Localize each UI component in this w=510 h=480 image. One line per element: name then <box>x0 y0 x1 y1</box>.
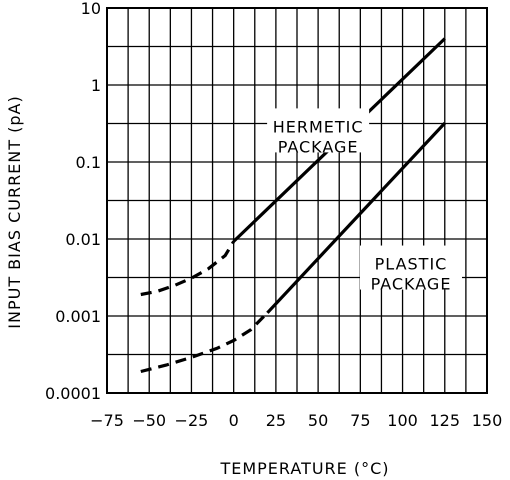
y-tick-label: 0.1 <box>76 153 101 172</box>
series-1-dashed-line <box>140 311 269 374</box>
x-tick-label: 50 <box>308 411 328 430</box>
x-tick-label: 75 <box>350 411 370 430</box>
curves <box>140 37 446 374</box>
series-0-dashed-line <box>140 240 236 297</box>
x-tick-labels: −75 −50 −25 0 25 50 75 100 125 150 <box>90 411 502 430</box>
x-tick-label: 0 <box>229 411 239 430</box>
y-tick-label: 0.001 <box>55 307 101 326</box>
y-tick-label: 0.01 <box>65 230 101 249</box>
y-tick-labels: 0.0001 0.001 0.01 0.1 1 10 <box>45 0 101 403</box>
y-tick-label: 10 <box>81 0 101 18</box>
y-tick-label: 1 <box>91 76 101 95</box>
annotation-0-line-0: HERMETIC <box>273 117 364 136</box>
y-tick-label: 0.0001 <box>45 384 101 403</box>
x-tick-label: −75 <box>90 411 124 430</box>
x-tick-label: −50 <box>132 411 166 430</box>
y-axis-label: INPUT BIAS CURRENT (pA) <box>5 95 24 328</box>
x-axis-label: TEMPERATURE (°C) <box>219 459 389 478</box>
annotation-background <box>267 108 370 153</box>
plot-frame <box>106 7 488 394</box>
grid <box>106 7 488 394</box>
x-tick-label: 125 <box>430 411 461 430</box>
series-1-solid-line <box>266 122 446 314</box>
x-tick-label: 25 <box>266 411 286 430</box>
x-tick-label: 100 <box>387 411 418 430</box>
annotation-0-line-1: PACKAGE <box>278 137 359 156</box>
annotation-1-line-0: PLASTIC <box>375 255 448 274</box>
x-tick-label: 150 <box>472 411 503 430</box>
annotation-1-line-1: PACKAGE <box>371 275 452 294</box>
annotation-background <box>360 245 462 290</box>
x-tick-label: −25 <box>175 411 209 430</box>
